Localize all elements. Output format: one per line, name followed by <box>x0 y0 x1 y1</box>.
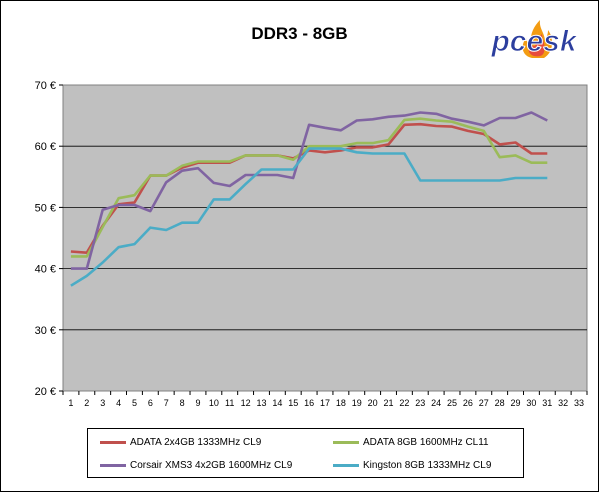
legend-swatch <box>100 440 126 444</box>
x-tick-label: 5 <box>132 398 137 408</box>
x-tick-label: 1 <box>68 398 73 408</box>
chart-title: DDR3 - 8GB <box>251 24 348 43</box>
legend: ADATA 2x4GB 1333MHz CL9 ADATA 8GB 1600MH… <box>87 428 524 478</box>
logo-wordmark: pcesk <box>490 25 577 58</box>
x-tick-label: 2 <box>84 398 89 408</box>
x-tick-label: 3 <box>100 398 105 408</box>
x-tick-label: 15 <box>288 398 298 408</box>
x-tick-label: 14 <box>272 398 282 408</box>
x-tick-label: 16 <box>304 398 314 408</box>
x-tick-label: 29 <box>511 398 521 408</box>
x-axis: 1 2 3 4 5 6 7 8 9 10 11 12 13 14 15 16 17 18 19 20 21 22 23 24 2… <box>62 391 588 408</box>
y-tick-label: 20 € <box>35 386 56 398</box>
x-tick-label: 7 <box>164 398 169 408</box>
x-tick-label: 24 <box>431 398 441 408</box>
x-tick-label: 9 <box>195 398 200 408</box>
legend-label: Corsair XMS3 4x2GB 1600MHz CL9 <box>130 460 293 471</box>
x-tick-label: 25 <box>447 398 457 408</box>
x-tick-label: 12 <box>241 398 251 408</box>
y-tick-label: 30 € <box>35 325 56 337</box>
pcesk-logo: pcesk <box>490 20 578 59</box>
x-tick-label: 20 <box>368 398 378 408</box>
x-tick-label: 18 <box>336 398 346 408</box>
x-tick-label: 30 <box>526 398 536 408</box>
x-tick-label: 10 <box>209 398 219 408</box>
gridlines <box>63 145 587 331</box>
y-tick-label: 60 € <box>35 141 56 153</box>
y-tick-label: 50 € <box>35 202 56 214</box>
x-tick-label: 19 <box>352 398 362 408</box>
x-tick-label: 6 <box>148 398 153 408</box>
x-tick-label: 4 <box>116 398 121 408</box>
legend-swatch <box>333 463 359 467</box>
legend-label: Kingston 8GB 1333MHz CL9 <box>363 460 492 471</box>
legend-item-corsair-xms3: Corsair XMS3 4x2GB 1600MHz CL9 <box>100 460 292 471</box>
series-line-1 <box>70 117 548 258</box>
series-lines <box>70 111 548 287</box>
plot-area <box>62 84 588 392</box>
x-tick-label: 21 <box>384 398 394 408</box>
series-line-2 <box>70 111 548 270</box>
legend-item-kingston-8gb: Kingston 8GB 1333MHz CL9 <box>333 460 491 471</box>
y-tick-label: 70 € <box>35 80 56 92</box>
legend-item-adata-2x4gb: ADATA 2x4GB 1333MHz CL9 <box>100 437 261 448</box>
legend-item-adata-8gb: ADATA 8GB 1600MHz CL11 <box>333 437 489 448</box>
y-tick-label: 40 € <box>35 264 56 276</box>
x-tick-label: 27 <box>479 398 489 408</box>
legend-swatch <box>100 463 126 467</box>
x-tick-label: 28 <box>495 398 505 408</box>
x-tick-label: 33 <box>574 398 584 408</box>
x-tick-label: 17 <box>320 398 330 408</box>
series-line-3 <box>70 147 548 287</box>
x-tick-label: 8 <box>180 398 185 408</box>
x-tick-label: 32 <box>558 398 568 408</box>
x-tick-label: 23 <box>415 398 425 408</box>
legend-label: ADATA 8GB 1600MHz CL11 <box>363 437 489 448</box>
legend-swatch <box>333 440 359 444</box>
x-tick-label: 13 <box>256 398 266 408</box>
x-tick-label: 31 <box>542 398 552 408</box>
x-tick-label: 22 <box>399 398 409 408</box>
x-tick-label: 11 <box>225 398 234 408</box>
y-axis: 20 € 30 € 40 € 50 € 60 € 70 € <box>35 80 63 398</box>
legend-label: ADATA 2x4GB 1333MHz CL9 <box>130 437 262 448</box>
x-tick-label: 26 <box>463 398 473 408</box>
